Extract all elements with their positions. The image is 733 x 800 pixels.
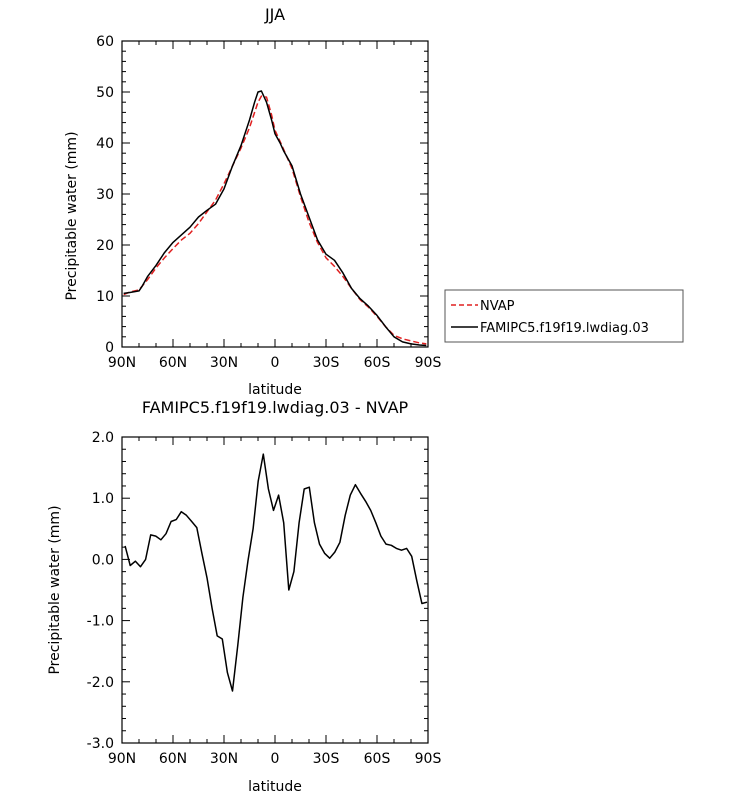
top-x-tick-label: 90S	[415, 355, 442, 371]
top-y-tick-label: 50	[96, 85, 114, 101]
top-y-axis-label: Precipitable water (mm)	[64, 131, 80, 300]
top-panel: JJA Precipitable water (mm) latitude 0 10…	[64, 5, 441, 398]
top-y-tick-label: 60	[96, 34, 114, 50]
top-x-tick-label: 60S	[364, 355, 391, 371]
bottom-y-tick-label: -3.0	[87, 736, 114, 752]
top-y-tick-label: 0	[105, 340, 114, 356]
bottom-chart-title: FAMIPC5.f19f19.lwdiag.03 - NVAP	[142, 398, 409, 417]
top-x-tick-label: 30S	[313, 355, 340, 371]
bottom-x-tick-label: 60S	[364, 751, 391, 767]
bottom-x-tick-labels: 90N 60N 30N 0 30S 60S 90S	[108, 751, 442, 767]
bottom-x-tick-label: 90S	[415, 751, 442, 767]
bottom-axis-ticks	[121, 436, 429, 744]
bottom-series-lines	[124, 453, 428, 692]
legend-label-model: FAMIPC5.f19f19.lwdiag.03	[480, 321, 649, 336]
bottom-x-axis-label: latitude	[248, 779, 302, 795]
bottom-series-line-0	[124, 453, 428, 692]
legend-box	[444, 289, 684, 343]
bottom-panel: FAMIPC5.f19f19.lwdiag.03 - NVAP Precipit…	[47, 398, 441, 795]
top-y-tick-label: 30	[96, 187, 114, 203]
top-x-tick-label: 0	[271, 355, 280, 371]
top-x-tick-label: 30N	[210, 355, 238, 371]
bottom-x-tick-label: 0	[271, 751, 280, 767]
bottom-y-tick-label: -1.0	[87, 614, 114, 630]
bottom-x-tick-label: 90N	[108, 751, 136, 767]
bottom-y-tick-labels: 2.0 1.0 0.0 -1.0 -2.0 -3.0	[87, 430, 114, 752]
top-y-tick-label: 10	[96, 289, 114, 305]
top-y-tick-label: 20	[96, 238, 114, 254]
top-y-tick-label: 40	[96, 136, 114, 152]
bottom-x-tick-label: 60N	[159, 751, 187, 767]
bottom-plot-frame	[121, 436, 429, 744]
bottom-y-axis-label: Precipitable water (mm)	[47, 505, 63, 674]
top-axis-ticks	[121, 40, 429, 348]
legend: NVAP FAMIPC5.f19f19.lwdiag.03	[444, 289, 684, 343]
legend-label-nvap: NVAP	[480, 299, 515, 314]
top-series-lines	[123, 90, 427, 347]
bottom-y-tick-label: 0.0	[92, 552, 114, 568]
bottom-y-tick-label: 1.0	[92, 491, 114, 507]
top-series-line-0	[123, 95, 427, 345]
bottom-y-tick-label: -2.0	[87, 675, 114, 691]
top-x-tick-label: 60N	[159, 355, 187, 371]
top-plot-frame	[121, 40, 429, 348]
bottom-x-tick-label: 30S	[313, 751, 340, 767]
top-x-tick-label: 90N	[108, 355, 136, 371]
top-y-tick-labels: 0 10 20 30 40 50 60	[96, 34, 114, 356]
top-x-axis-label: latitude	[248, 382, 302, 398]
bottom-y-tick-label: 2.0	[92, 430, 114, 446]
top-x-tick-labels: 90N 60N 30N 0 30S 60S 90S	[108, 355, 442, 371]
top-series-line-1	[123, 90, 427, 347]
bottom-x-tick-label: 30N	[210, 751, 238, 767]
top-chart-title: JJA	[264, 5, 285, 24]
